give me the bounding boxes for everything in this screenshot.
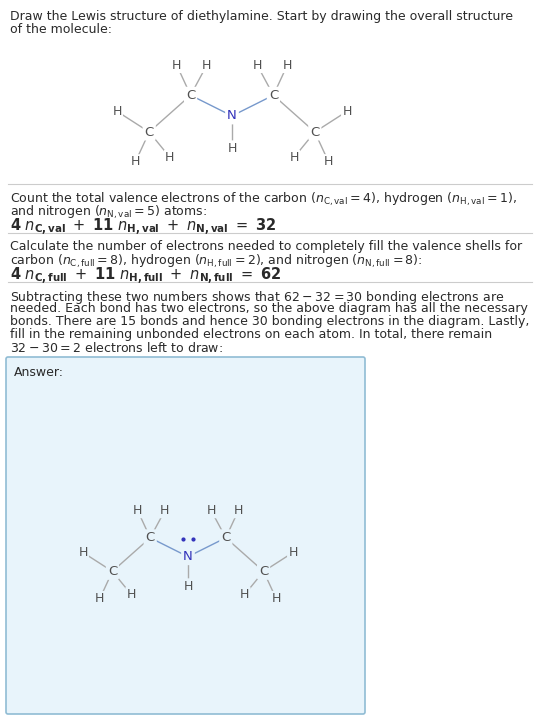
Text: H: H: [172, 59, 181, 72]
Text: H: H: [126, 588, 136, 601]
Text: Count the total valence electrons of the carbon ($n_{\mathrm{C,val}} = 4$), hydr: Count the total valence electrons of the…: [10, 191, 517, 208]
Text: Draw the Lewis structure of diethylamine. Start by drawing the overall structure: Draw the Lewis structure of diethylamine…: [10, 10, 513, 23]
Text: $\mathbf{4}\ \mathit{n}_\mathbf{C,full}\ +\ \mathbf{11}\ \mathit{n}_\mathbf{H,fu: $\mathbf{4}\ \mathit{n}_\mathbf{C,full}\…: [10, 266, 281, 287]
Text: of the molecule:: of the molecule:: [10, 23, 112, 36]
Text: H: H: [227, 142, 237, 155]
Text: C: C: [146, 531, 155, 544]
Text: $32 - 30 = 2$ electrons left to draw:: $32 - 30 = 2$ electrons left to draw:: [10, 341, 223, 355]
Text: $\mathbf{4}\ \mathit{n}_\mathbf{C,val}\ +\ \mathbf{11}\ \mathit{n}_\mathbf{H,val: $\mathbf{4}\ \mathit{n}_\mathbf{C,val}\ …: [10, 217, 276, 238]
Text: C: C: [186, 89, 195, 102]
Text: H: H: [202, 59, 211, 72]
Text: H: H: [183, 579, 193, 593]
Text: C: C: [259, 565, 268, 578]
Text: H: H: [206, 504, 216, 517]
Text: H: H: [78, 546, 87, 559]
Text: H: H: [133, 504, 142, 517]
Text: H: H: [131, 155, 140, 168]
Text: N: N: [227, 110, 237, 122]
Text: N: N: [183, 550, 193, 563]
Text: H: H: [324, 155, 333, 168]
Text: H: H: [342, 105, 352, 118]
Text: H: H: [165, 151, 174, 164]
Text: H: H: [234, 504, 243, 517]
Text: C: C: [269, 89, 278, 102]
Text: H: H: [253, 59, 262, 72]
Text: C: C: [145, 125, 154, 138]
Text: H: H: [160, 504, 170, 517]
Text: needed. Each bond has two electrons, so the above diagram has all the necessary: needed. Each bond has two electrons, so …: [10, 302, 528, 315]
Text: Calculate the number of electrons needed to completely fill the valence shells f: Calculate the number of electrons needed…: [10, 240, 522, 253]
Text: H: H: [272, 592, 281, 605]
Text: H: H: [240, 588, 249, 601]
Text: Answer:: Answer:: [14, 366, 64, 379]
FancyBboxPatch shape: [6, 357, 365, 714]
Text: H: H: [282, 59, 292, 72]
Text: H: H: [289, 151, 299, 164]
Text: H: H: [288, 546, 298, 559]
Text: C: C: [310, 125, 320, 138]
Text: fill in the remaining unbonded electrons on each atom. In total, there remain: fill in the remaining unbonded electrons…: [10, 328, 492, 341]
Text: C: C: [108, 565, 117, 578]
Text: H: H: [95, 592, 104, 605]
Text: C: C: [221, 531, 231, 544]
Text: carbon ($n_{\mathrm{C,full}} = 8$), hydrogen ($n_{\mathrm{H,full}} = 2$), and ni: carbon ($n_{\mathrm{C,full}} = 8$), hydr…: [10, 253, 423, 270]
Text: H: H: [112, 105, 122, 118]
Text: bonds. There are 15 bonds and hence 30 bonding electrons in the diagram. Lastly,: bonds. There are 15 bonds and hence 30 b…: [10, 315, 529, 328]
Text: Subtracting these two numbers shows that $62 - 32 = 30$ bonding electrons are: Subtracting these two numbers shows that…: [10, 289, 504, 306]
Text: and nitrogen ($n_{\mathrm{N,val}} = 5$) atoms:: and nitrogen ($n_{\mathrm{N,val}} = 5$) …: [10, 204, 207, 221]
